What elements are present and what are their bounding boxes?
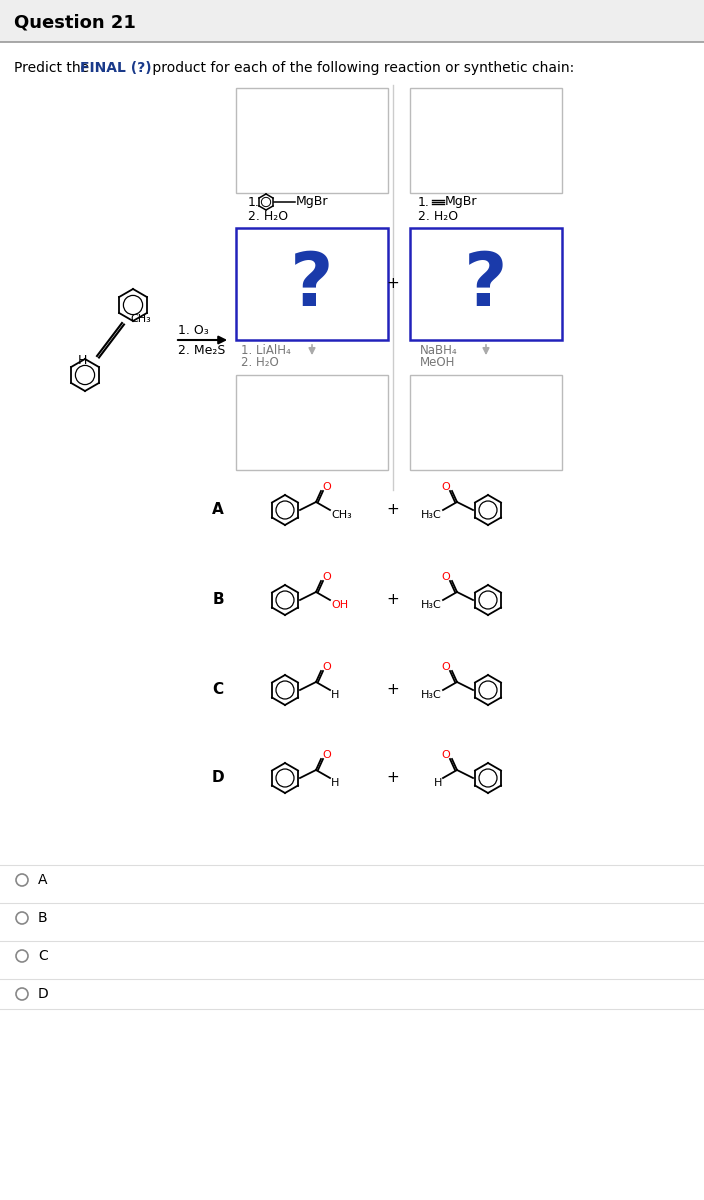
Text: MgBr: MgBr: [445, 196, 477, 209]
Text: ?: ?: [290, 250, 334, 323]
Text: D: D: [38, 986, 49, 1001]
Text: O: O: [322, 750, 331, 760]
Text: B: B: [38, 911, 48, 925]
Text: H₃C: H₃C: [421, 690, 442, 700]
Text: Predict the: Predict the: [14, 61, 94, 74]
FancyBboxPatch shape: [410, 88, 562, 193]
FancyBboxPatch shape: [236, 374, 388, 470]
Text: C: C: [38, 949, 48, 962]
Text: ?: ?: [464, 250, 508, 323]
FancyBboxPatch shape: [236, 228, 388, 340]
Text: Question 21: Question 21: [14, 13, 136, 31]
Text: O: O: [441, 750, 450, 760]
Text: +: +: [386, 683, 399, 697]
Text: MeOH: MeOH: [420, 356, 455, 370]
FancyBboxPatch shape: [0, 0, 704, 42]
FancyBboxPatch shape: [0, 42, 704, 1200]
Text: H₃C: H₃C: [421, 510, 442, 520]
Text: B: B: [212, 593, 224, 607]
Text: OH: OH: [331, 600, 348, 610]
Text: 1.: 1.: [248, 196, 260, 209]
FancyBboxPatch shape: [410, 228, 562, 340]
Text: 1. O₃: 1. O₃: [178, 324, 209, 336]
Text: +: +: [386, 503, 399, 517]
Text: H: H: [77, 354, 87, 367]
Text: O: O: [441, 662, 450, 672]
Text: O: O: [322, 482, 331, 492]
Text: +: +: [386, 593, 399, 607]
Text: +: +: [386, 276, 399, 292]
Text: +: +: [386, 770, 399, 786]
Text: H₃C: H₃C: [421, 600, 442, 610]
Text: 1. LiAlH₄: 1. LiAlH₄: [241, 343, 291, 356]
FancyBboxPatch shape: [410, 374, 562, 470]
Text: A: A: [38, 874, 47, 887]
Text: 2. Me₂S: 2. Me₂S: [178, 344, 225, 358]
FancyBboxPatch shape: [236, 88, 388, 193]
Text: 2. H₂O: 2. H₂O: [248, 210, 288, 222]
Text: O: O: [441, 482, 450, 492]
Text: C: C: [213, 683, 224, 697]
Text: 2. H₂O: 2. H₂O: [241, 356, 279, 370]
Text: H: H: [434, 778, 442, 788]
Text: product for each of the following reaction or synthetic chain:: product for each of the following reacti…: [148, 61, 574, 74]
Text: CH₃: CH₃: [331, 510, 352, 520]
Text: 1.: 1.: [418, 196, 430, 209]
Text: FINAL (?): FINAL (?): [80, 61, 151, 74]
Text: H: H: [331, 690, 339, 700]
Text: 2. H₂O: 2. H₂O: [418, 210, 458, 222]
Text: A: A: [212, 503, 224, 517]
Text: O: O: [322, 572, 331, 582]
Text: O: O: [322, 662, 331, 672]
Text: O: O: [441, 572, 450, 582]
Text: CH₃: CH₃: [130, 314, 151, 324]
Text: MgBr: MgBr: [296, 196, 329, 209]
Text: H: H: [331, 778, 339, 788]
Text: NaBH₄: NaBH₄: [420, 343, 458, 356]
Text: D: D: [212, 770, 225, 786]
